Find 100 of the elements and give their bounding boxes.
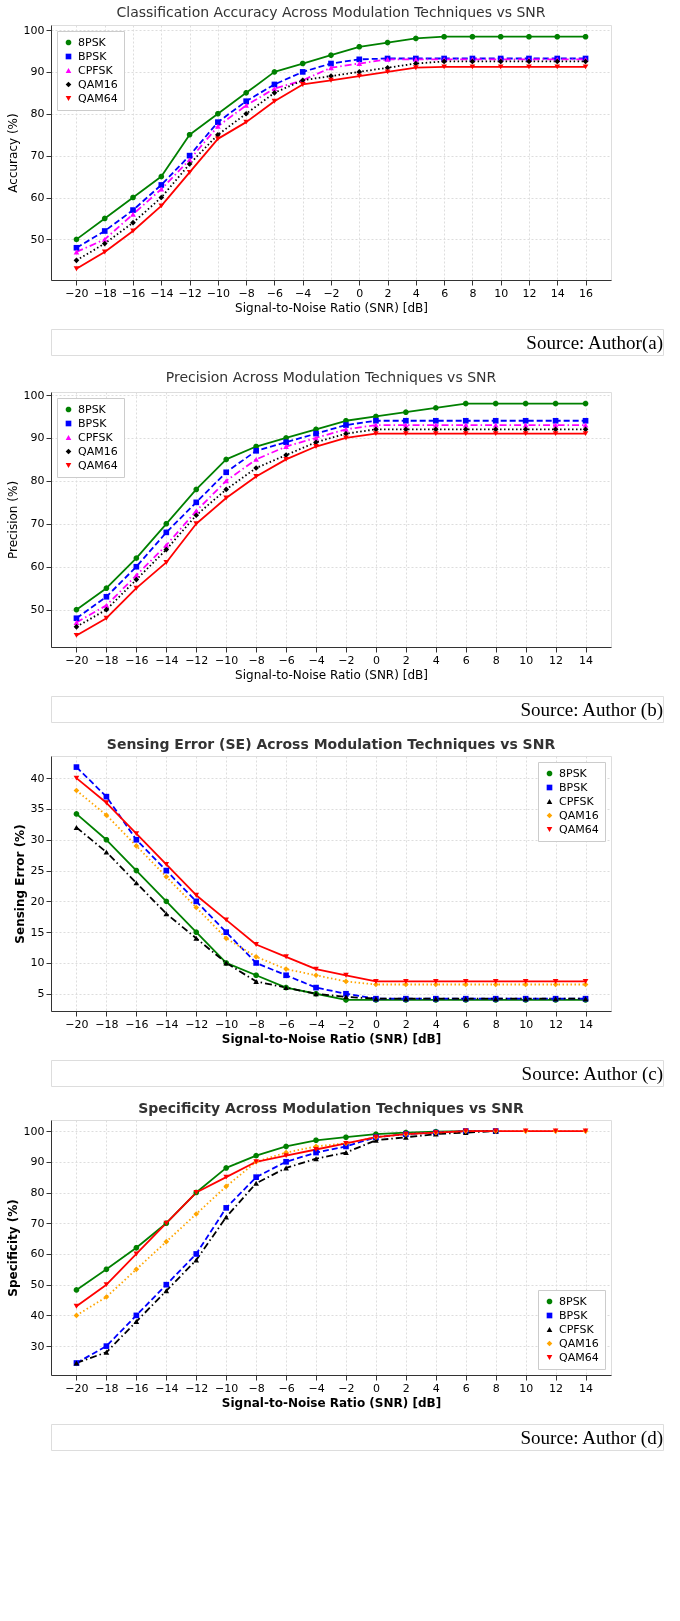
chart-title: Precision Across Modulation Techniques vs SNR bbox=[165, 369, 497, 386]
x-tick-label: 10 bbox=[519, 1381, 534, 1395]
y-tick-label: 100 bbox=[23, 388, 45, 402]
legend-label: CPFSK bbox=[78, 430, 114, 444]
x-tick-label: 10 bbox=[494, 286, 509, 300]
x-tick-label: 8 bbox=[469, 286, 477, 300]
x-tick-label: −20 bbox=[65, 286, 89, 300]
x-tick-label: −18 bbox=[95, 1381, 119, 1395]
x-axis-title: Signal-to-Noise Ratio (SNR) [dB] bbox=[221, 1395, 442, 1410]
x-tick-label: −18 bbox=[95, 1017, 119, 1031]
x-tick-label: 12 bbox=[522, 286, 537, 300]
x-tick-label: −8 bbox=[248, 1017, 265, 1031]
chart-title: Classification Accuracy Across Modulation Techniques vs SNR bbox=[116, 4, 546, 21]
x-tick-label: 16 bbox=[579, 286, 594, 300]
x-tick-label: −10 bbox=[215, 1381, 239, 1395]
y-tick-label: 80 bbox=[30, 107, 45, 121]
y-tick-label: 60 bbox=[30, 560, 45, 574]
source-note: Source: Author (c) bbox=[521, 1063, 663, 1085]
y-tick-label: 80 bbox=[30, 1186, 45, 1200]
y-tick-label: 100 bbox=[23, 23, 45, 37]
y-axis-title: Accuracy (%) bbox=[5, 113, 20, 193]
x-tick-label: −10 bbox=[206, 286, 230, 300]
x-tick-label: −16 bbox=[125, 1381, 149, 1395]
x-tick-label: 6 bbox=[462, 653, 470, 667]
x-tick-label: 0 bbox=[356, 286, 364, 300]
legend-label: CPFSK bbox=[78, 63, 114, 77]
legend-label: QAM64 bbox=[559, 822, 599, 836]
x-tick-label: −6 bbox=[278, 1381, 295, 1395]
y-axis-title: Precision (%) bbox=[5, 480, 20, 560]
x-tick-label: −12 bbox=[185, 1017, 209, 1031]
y-axis-title: Sensing Error (%) bbox=[12, 824, 27, 944]
x-tick-label: 14 bbox=[579, 653, 594, 667]
x-tick-label: 10 bbox=[519, 653, 534, 667]
x-tick-label: 6 bbox=[462, 1381, 470, 1395]
x-tick-label: 12 bbox=[549, 653, 564, 667]
x-axis-title: Signal-to-Noise Ratio (SNR) [dB] bbox=[235, 667, 428, 682]
x-tick-label: −20 bbox=[65, 1017, 89, 1031]
y-tick-label: 70 bbox=[30, 149, 45, 163]
x-tick-label: −8 bbox=[248, 1381, 265, 1395]
x-axis-title: Signal-to-Noise Ratio (SNR) [dB] bbox=[235, 300, 428, 315]
x-tick-label: −8 bbox=[248, 653, 265, 667]
x-tick-label: −6 bbox=[278, 1017, 295, 1031]
y-tick-label: 40 bbox=[30, 771, 45, 785]
x-tick-label: −10 bbox=[215, 653, 239, 667]
x-tick-label: 12 bbox=[549, 1381, 564, 1395]
x-tick-label: −4 bbox=[308, 653, 325, 667]
x-tick-label: −6 bbox=[266, 286, 284, 300]
legend-label: CPFSK bbox=[559, 1322, 595, 1336]
x-tick-label: −4 bbox=[308, 1381, 325, 1395]
y-tick-label: 10 bbox=[30, 956, 45, 970]
x-tick-label: −20 bbox=[65, 1381, 89, 1395]
x-tick-label: −16 bbox=[125, 1017, 149, 1031]
y-tick-label: 25 bbox=[30, 864, 45, 878]
y-tick-label: 50 bbox=[30, 232, 45, 246]
x-tick-label: 2 bbox=[402, 1381, 410, 1395]
x-tick-label: −12 bbox=[185, 1381, 209, 1395]
y-tick-label: 70 bbox=[30, 517, 45, 531]
x-tick-label: 4 bbox=[432, 653, 440, 667]
x-tick-label: −6 bbox=[278, 653, 295, 667]
y-tick-label: 60 bbox=[30, 191, 45, 205]
x-tick-label: 0 bbox=[372, 1381, 380, 1395]
legend-label: 8PSK bbox=[78, 35, 107, 49]
y-tick-label: 80 bbox=[30, 474, 45, 488]
source-note: Source: Author(a) bbox=[526, 332, 663, 354]
legend-label: QAM16 bbox=[559, 808, 599, 822]
x-tick-label: 0 bbox=[372, 653, 380, 667]
legend-label: 8PSK bbox=[559, 766, 588, 780]
y-tick-label: 35 bbox=[30, 802, 45, 816]
y-tick-label: 40 bbox=[30, 1308, 45, 1322]
chart-title: Sensing Error (SE) Across Modulation Techniques vs SNR bbox=[106, 736, 556, 752]
legend-label: QAM16 bbox=[559, 1336, 599, 1350]
x-tick-label: 2 bbox=[402, 653, 410, 667]
legend-label: QAM64 bbox=[78, 91, 118, 105]
source-note: Source: Author (d) bbox=[520, 1427, 663, 1449]
legend-label: QAM64 bbox=[559, 1350, 599, 1364]
x-tick-label: 10 bbox=[519, 1017, 534, 1031]
x-tick-label: −8 bbox=[238, 286, 255, 300]
x-tick-label: −2 bbox=[338, 1017, 355, 1031]
y-tick-label: 90 bbox=[30, 65, 45, 79]
x-tick-label: −20 bbox=[65, 653, 89, 667]
x-tick-label: −14 bbox=[150, 286, 174, 300]
y-tick-label: 20 bbox=[30, 894, 45, 908]
x-tick-label: 4 bbox=[432, 1381, 440, 1395]
x-tick-label: −14 bbox=[155, 1017, 179, 1031]
y-tick-label: 15 bbox=[30, 925, 45, 939]
x-tick-label: 2 bbox=[384, 286, 392, 300]
y-tick-label: 30 bbox=[30, 833, 45, 847]
legend-label: QAM64 bbox=[78, 458, 118, 472]
legend-label: BPSK bbox=[78, 49, 108, 63]
x-tick-label: 14 bbox=[579, 1381, 594, 1395]
legend-label: QAM16 bbox=[78, 444, 118, 458]
legend-label: BPSK bbox=[78, 416, 108, 430]
legend-label: 8PSK bbox=[559, 1294, 588, 1308]
y-tick-label: 30 bbox=[30, 1339, 45, 1353]
x-tick-label: 4 bbox=[432, 1017, 440, 1031]
x-tick-label: 8 bbox=[492, 653, 500, 667]
legend-label: CPFSK bbox=[559, 794, 595, 808]
legend-label: BPSK bbox=[559, 1308, 589, 1322]
x-tick-label: −2 bbox=[338, 653, 355, 667]
y-tick-label: 70 bbox=[30, 1216, 45, 1230]
